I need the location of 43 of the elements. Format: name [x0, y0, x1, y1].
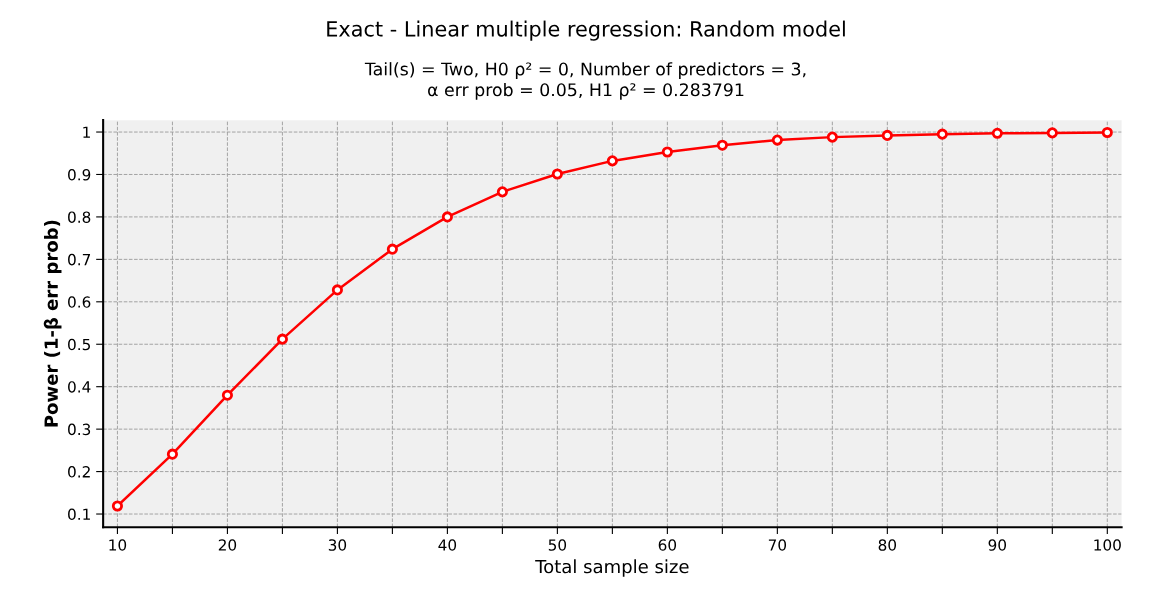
chart-subtitle: Tail(s) = Two, H0 ρ² = 0, Number of predictors = 3, α err prob = 0.05, H1 ρ² = 0.283791 [364, 62, 806, 100]
point [771, 134, 783, 146]
y-tick-label: 0.4 [68, 381, 91, 393]
point [606, 155, 618, 167]
point [166, 448, 178, 460]
y-tick-label: 0.6 [68, 296, 91, 308]
y-tick-label: 0.5 [68, 338, 90, 351]
point [386, 243, 398, 255]
point [111, 500, 123, 512]
point [331, 284, 343, 296]
point [221, 389, 233, 401]
point [936, 128, 948, 140]
x-tick-label: 70 [768, 539, 787, 551]
point [496, 186, 508, 198]
point [716, 139, 728, 151]
point [1101, 126, 1113, 139]
point [991, 127, 1003, 139]
x-tick-label: 10 [109, 539, 127, 551]
x-tick-label: 100 [1094, 539, 1121, 551]
x-tick-label: 40 [438, 539, 457, 551]
point [1046, 127, 1058, 139]
x-tick-label: 90 [988, 539, 1007, 551]
x-tick-label: 20 [218, 539, 237, 551]
point [441, 211, 453, 223]
x-tick-label: 50 [548, 539, 567, 551]
y-tick-label: 0.1 [68, 508, 90, 521]
x-tick-label: 30 [328, 539, 347, 551]
y-tick-label: 0.9 [68, 168, 91, 181]
y-axis-title: Power (1-β err prob) [43, 220, 62, 427]
point [551, 168, 563, 180]
y-tick-label: 0.8 [68, 211, 91, 223]
point [276, 333, 288, 345]
x-axis-title: Total sample size [535, 559, 689, 577]
y-tick-label: 1 [83, 126, 90, 138]
point [826, 131, 838, 143]
x-tick-label: 80 [878, 539, 897, 551]
x-tick-label: 60 [658, 539, 677, 551]
y-tick-label: 0.7 [68, 253, 91, 266]
y-tick-label: 0.2 [68, 466, 90, 478]
point [881, 129, 893, 141]
chart-title: Exact - Linear multiple regression: Random model [327, 20, 845, 41]
y-tick-label: 0.3 [68, 423, 91, 436]
point [661, 146, 673, 158]
